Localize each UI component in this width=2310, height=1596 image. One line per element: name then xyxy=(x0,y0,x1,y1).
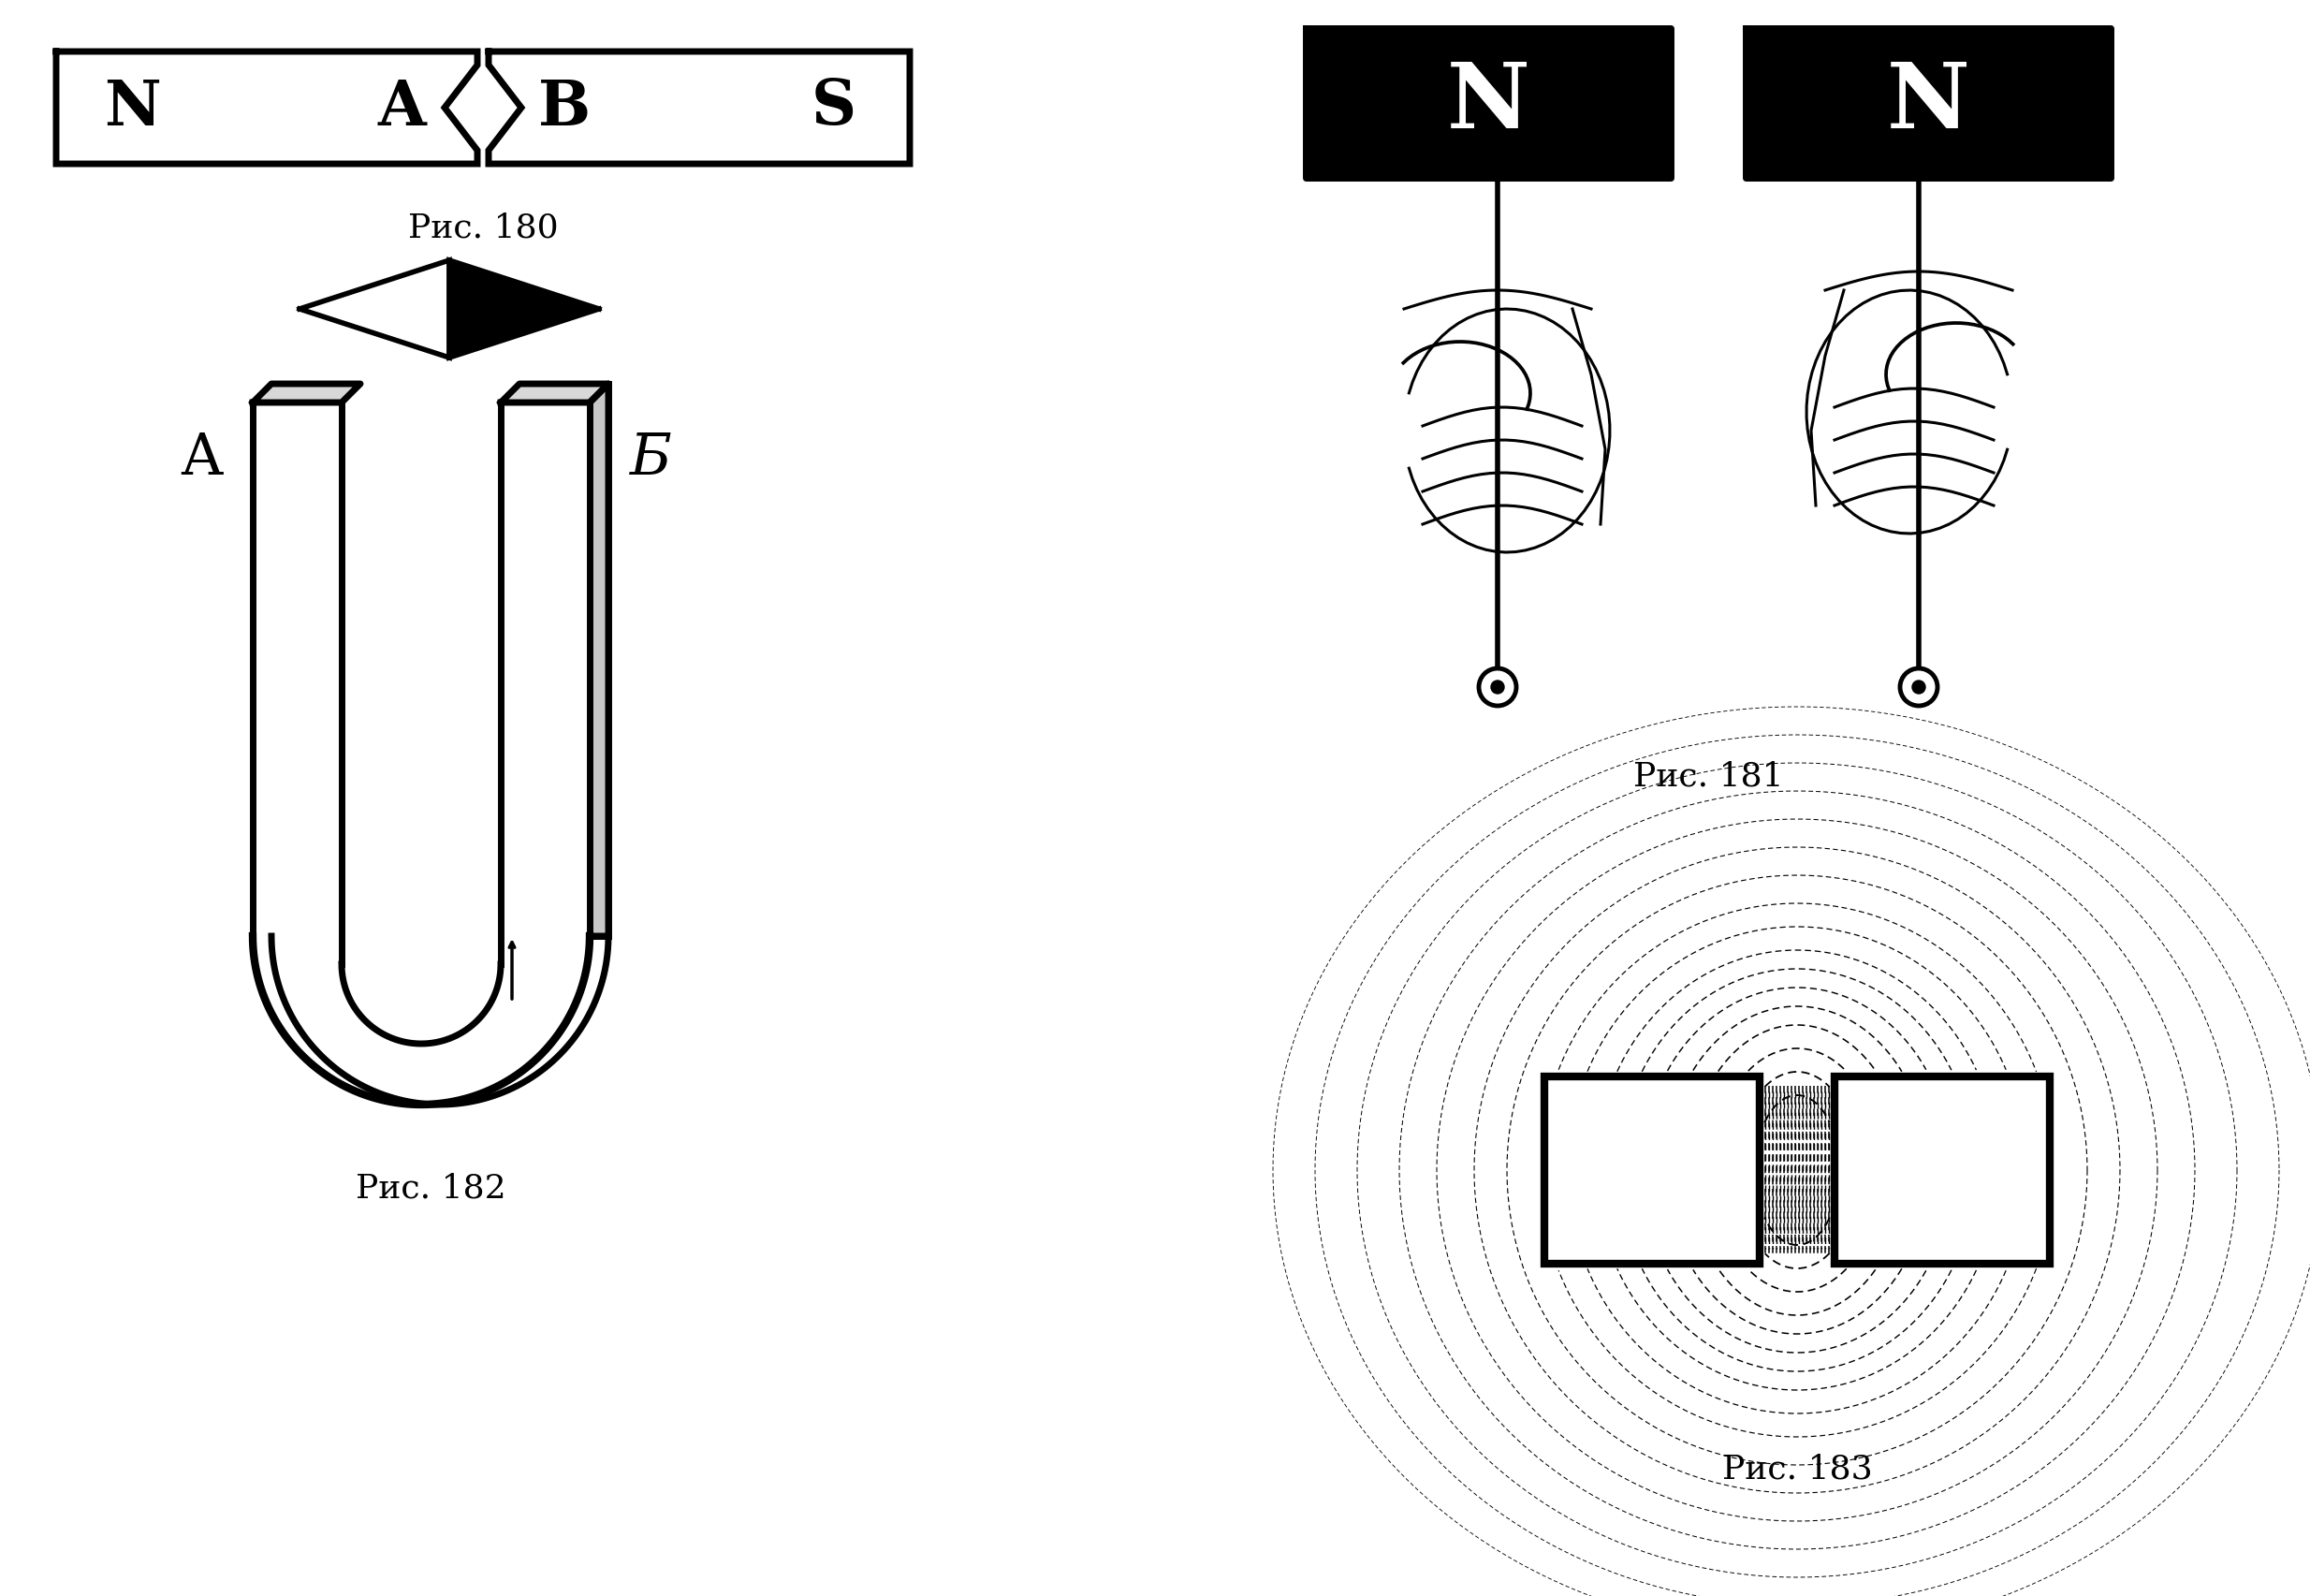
Text: А: А xyxy=(180,431,224,487)
Text: N: N xyxy=(104,77,159,139)
Text: Б: Б xyxy=(631,431,672,487)
Polygon shape xyxy=(55,51,478,164)
Polygon shape xyxy=(300,260,448,358)
Circle shape xyxy=(1913,680,1924,694)
Circle shape xyxy=(1901,669,1938,705)
Circle shape xyxy=(1490,680,1504,694)
Text: N: N xyxy=(1887,59,1970,147)
Circle shape xyxy=(1478,669,1515,705)
Polygon shape xyxy=(252,402,589,1104)
Polygon shape xyxy=(490,51,910,164)
Bar xyxy=(1834,1076,2049,1264)
Text: N: N xyxy=(1446,59,1529,147)
Polygon shape xyxy=(1746,29,2111,177)
Text: Рис. 180: Рис. 180 xyxy=(409,212,559,243)
Text: A: A xyxy=(377,77,425,139)
Text: S: S xyxy=(811,77,857,139)
Text: Рис. 182: Рис. 182 xyxy=(356,1173,506,1205)
Polygon shape xyxy=(501,383,608,402)
Bar xyxy=(1545,1076,1760,1264)
Polygon shape xyxy=(448,260,598,358)
Text: B: B xyxy=(538,77,591,139)
Text: Рис. 181: Рис. 181 xyxy=(1633,761,1783,793)
Text: Рис. 183: Рис. 183 xyxy=(1721,1454,1873,1486)
Polygon shape xyxy=(1305,29,1670,177)
Polygon shape xyxy=(589,383,608,937)
Polygon shape xyxy=(252,383,360,402)
